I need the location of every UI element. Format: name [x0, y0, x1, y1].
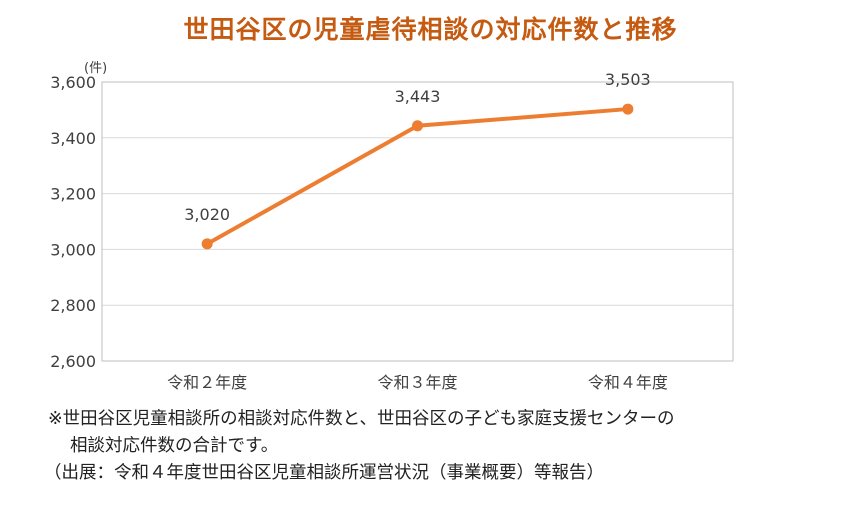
data-point: [412, 120, 423, 132]
chart-title: 世田谷区の児童虐待相談の対応件数と推移: [183, 15, 678, 44]
y-tick-label: 3,200: [50, 185, 96, 204]
data-label: 3,443: [395, 87, 441, 106]
data-label: 3,020: [184, 205, 230, 224]
y-tick-label: 2,600: [50, 352, 96, 371]
note-line-2: 相談対応件数の合計です。: [70, 436, 279, 456]
data-point: [622, 103, 634, 115]
plot-frame: [101, 81, 734, 362]
data-label: 3,503: [605, 70, 651, 89]
data-point: [201, 238, 213, 250]
source-note: （出展：令和４年度世田谷区児童相談所運営状況（事業概要）等報告）: [44, 463, 604, 483]
note-line-1: ※世田谷区児童相談所の相談対応件数と、世田谷区の子ども家庭支援センターの: [48, 409, 675, 429]
y-tick-label: 3,000: [50, 240, 96, 259]
y-tick-label: 3,400: [50, 129, 96, 148]
y-tick-label: 3,600: [50, 73, 96, 92]
chart-notes: ※世田谷区児童相談所の相談対応件数と、世田谷区の子ども家庭支援センターの 相談対…: [44, 406, 858, 487]
x-tick-label: 令和３年度: [377, 373, 457, 392]
x-tick-label: 令和２年度: [167, 373, 247, 392]
y-tick-label: 2,800: [50, 296, 96, 315]
x-tick-label: 令和４年度: [588, 373, 668, 392]
unit-label: (件): [84, 61, 107, 76]
line-chart: 2,600 2,800 3,000 3,200 3,400 3,600(件) 令和２年度 令和…: [50, 61, 734, 392]
